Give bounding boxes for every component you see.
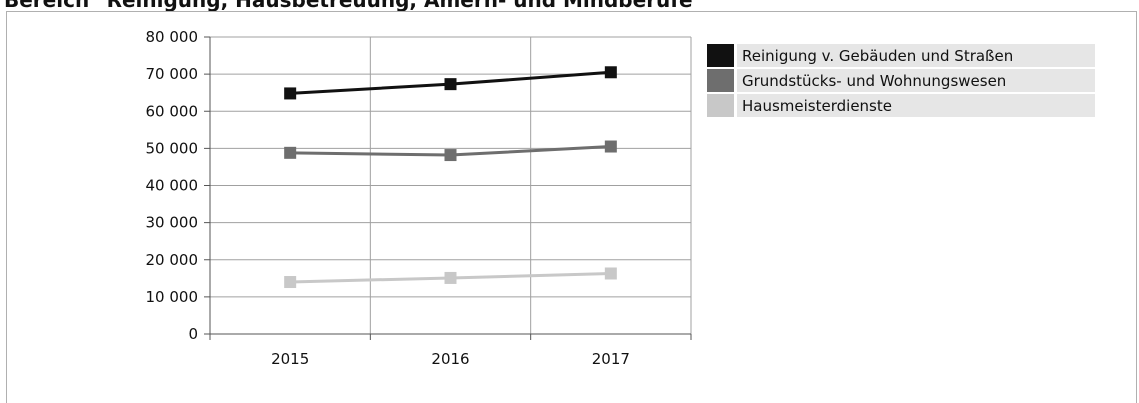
legend-label: Grundstücks- und Wohnungswesen xyxy=(742,72,1006,90)
y-tick-label: 0 xyxy=(188,325,198,343)
legend-swatch xyxy=(707,69,734,92)
data-point xyxy=(284,87,297,100)
legend-row-bg xyxy=(737,69,1095,92)
data-point xyxy=(604,66,617,79)
data-point xyxy=(444,271,457,284)
legend-swatch xyxy=(707,44,734,67)
y-tick-label: 60 000 xyxy=(146,102,199,120)
data-point xyxy=(604,140,617,153)
y-tick-label: 10 000 xyxy=(146,288,199,306)
legend-row-bg xyxy=(737,44,1095,67)
y-tick-label: 70 000 xyxy=(146,65,199,83)
legend-label: Hausmeisterdienste xyxy=(742,97,892,115)
page-title: Bereich "Reinigung, Hausbetreuung, Amern… xyxy=(4,0,703,12)
y-tick-label: 80 000 xyxy=(146,28,199,46)
legend-swatch xyxy=(707,94,734,117)
legend-row-bg xyxy=(737,94,1095,117)
data-point xyxy=(444,149,457,162)
data-point xyxy=(604,267,617,280)
y-tick-label: 30 000 xyxy=(146,214,199,232)
x-tick-label: 2016 xyxy=(431,350,469,368)
y-tick-label: 20 000 xyxy=(146,251,199,269)
y-tick-label: 40 000 xyxy=(146,177,199,195)
data-point xyxy=(284,146,297,159)
y-tick-label: 50 000 xyxy=(146,139,199,157)
x-tick-label: 2015 xyxy=(271,350,309,368)
data-point xyxy=(444,78,457,91)
legend-label: Reinigung v. Gebäuden und Straßen xyxy=(742,47,1013,65)
x-tick-label: 2017 xyxy=(592,350,630,368)
data-point xyxy=(284,276,297,289)
chart-frame xyxy=(6,11,1137,403)
